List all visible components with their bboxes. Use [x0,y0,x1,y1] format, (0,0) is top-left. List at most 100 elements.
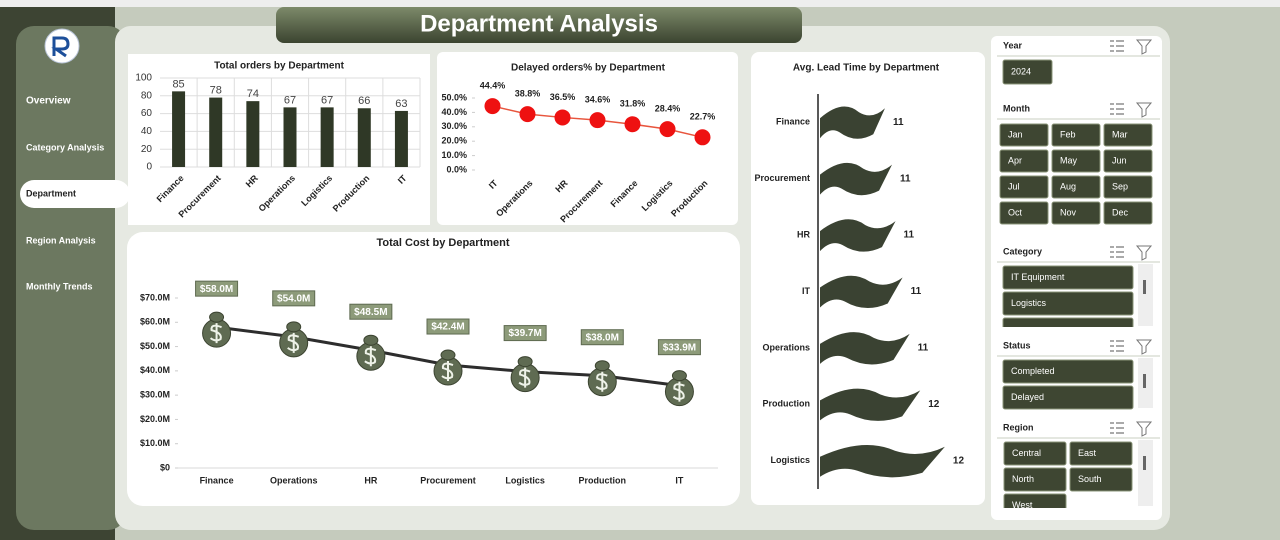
flag-bar [820,445,945,478]
slicer-label[interactable]: Sep [1112,181,1128,191]
slicer-label[interactable]: Jan [1008,129,1023,139]
clear-filter-icon[interactable] [1135,102,1153,118]
clear-filter-icon[interactable] [1135,39,1153,55]
slicer-label[interactable]: North [1012,474,1034,484]
multi-select-icon[interactable] [1110,246,1124,258]
slicer-button[interactable] [1002,265,1134,290]
slicer-label[interactable]: May [1060,155,1078,165]
slicer-label[interactable]: Oct [1008,207,1023,217]
value-label: $39.7M [508,328,541,339]
scroll-thumb[interactable] [1143,456,1146,470]
nav-item[interactable]: Category Analysis [26,142,104,152]
slicer-button[interactable] [1069,467,1133,492]
logo [44,28,80,64]
slicer-button[interactable] [1103,201,1153,225]
nav-item[interactable]: Monthly Trends [26,281,93,291]
slicer-label[interactable]: Jun [1112,155,1127,165]
slicer-title: Month [1003,103,1030,113]
nav-item[interactable]: Overview [26,96,71,107]
slicer-label[interactable]: Delayed [1011,392,1044,402]
label-box [195,280,239,297]
flag-bar [820,388,921,421]
value-label: $58.0M [200,284,233,295]
nav-item[interactable]: Department [26,188,76,198]
label-box [503,325,547,342]
clear-filter-icon[interactable] [1135,339,1153,355]
label-box [580,329,624,346]
bag-neck [440,349,456,361]
slicer-button[interactable] [999,149,1049,173]
slicer-label[interactable]: Feb [1060,129,1076,139]
slicer-button[interactable] [1069,441,1133,466]
chart-title: Total orders by Department [214,61,345,72]
y-tick-label: 80 [141,90,153,101]
slicer-button[interactable] [1051,123,1101,147]
y-tick-label: $70.0M [140,292,170,302]
slicer-title: Status [1003,340,1031,350]
multi-select-icon[interactable] [1110,422,1124,434]
slicer-button[interactable] [999,175,1049,199]
slicer-button[interactable] [1002,291,1134,316]
slicer-label[interactable]: Logistics [1011,298,1047,308]
slicer-label[interactable]: Aug [1060,181,1076,191]
y-tick-label: Production [763,399,811,409]
slicer-label[interactable]: IT Equipment [1011,272,1065,282]
slicer-button[interactable] [1103,175,1153,199]
value-label: 28.4% [655,103,681,113]
panel [751,52,985,505]
y-tick-label: Operations [762,342,810,352]
chart-title: Avg. Lead Time by Department [793,63,940,74]
flag-bar [820,332,910,365]
multi-select-icon[interactable] [1110,40,1124,52]
slicer-label[interactable]: Apr [1008,155,1022,165]
slicer-button[interactable] [999,201,1049,225]
slicer-label[interactable]: 2024 [1011,66,1031,76]
slicer-label[interactable]: Completed [1011,366,1055,376]
y-tick-label: 50.0% [441,92,467,102]
slicer-label[interactable]: South [1078,474,1102,484]
slicer-button[interactable] [1051,175,1101,199]
label-box [272,290,316,307]
slicer-label[interactable]: East [1078,448,1097,458]
value-label: $38.0M [586,332,619,343]
label-box [657,339,701,356]
bag-neck [594,360,610,372]
slicer-button[interactable] [1002,59,1053,85]
slicer-label[interactable]: Central [1012,448,1041,458]
scroll-thumb[interactable] [1143,280,1146,294]
slicer-button[interactable] [1103,123,1153,147]
slicer-button[interactable] [999,123,1049,147]
dollar-sign [364,346,377,367]
y-tick-label: $10.0M [140,438,170,448]
slicer-button[interactable] [1002,385,1134,410]
slicer-button[interactable] [1051,201,1101,225]
value-label: 11 [904,230,915,241]
bag-neck [671,370,687,382]
multi-select-icon[interactable] [1110,340,1124,352]
clear-filter-icon[interactable] [1135,245,1153,261]
slicer-label[interactable]: Mar [1112,129,1128,139]
slicer-label[interactable]: Nov [1060,207,1077,217]
slicer-button[interactable] [1003,467,1067,492]
slicer-label[interactable]: West [1012,500,1033,510]
multi-select-icon[interactable] [1110,103,1124,115]
bar [394,110,408,167]
slicer-button[interactable] [1002,359,1134,384]
slicer-label[interactable]: Dec [1112,207,1129,217]
slicer-button[interactable] [1103,149,1153,173]
slicer-button[interactable] [1051,149,1101,173]
value-label: 34.6% [585,95,611,105]
clear-filter-icon[interactable] [1135,421,1153,437]
slicer-button[interactable] [1002,317,1134,341]
logo-mark [51,36,70,58]
sidebar [16,26,126,530]
slicer-button[interactable] [1003,441,1067,466]
scroll-track [1138,440,1153,506]
value-label: $33.9M [663,342,696,353]
slicer-label[interactable]: Jul [1008,181,1020,191]
slicer-button[interactable] [1003,493,1067,517]
point [694,129,711,146]
nav-item[interactable]: Region Analysis [26,235,96,245]
scroll-thumb[interactable] [1143,374,1146,388]
